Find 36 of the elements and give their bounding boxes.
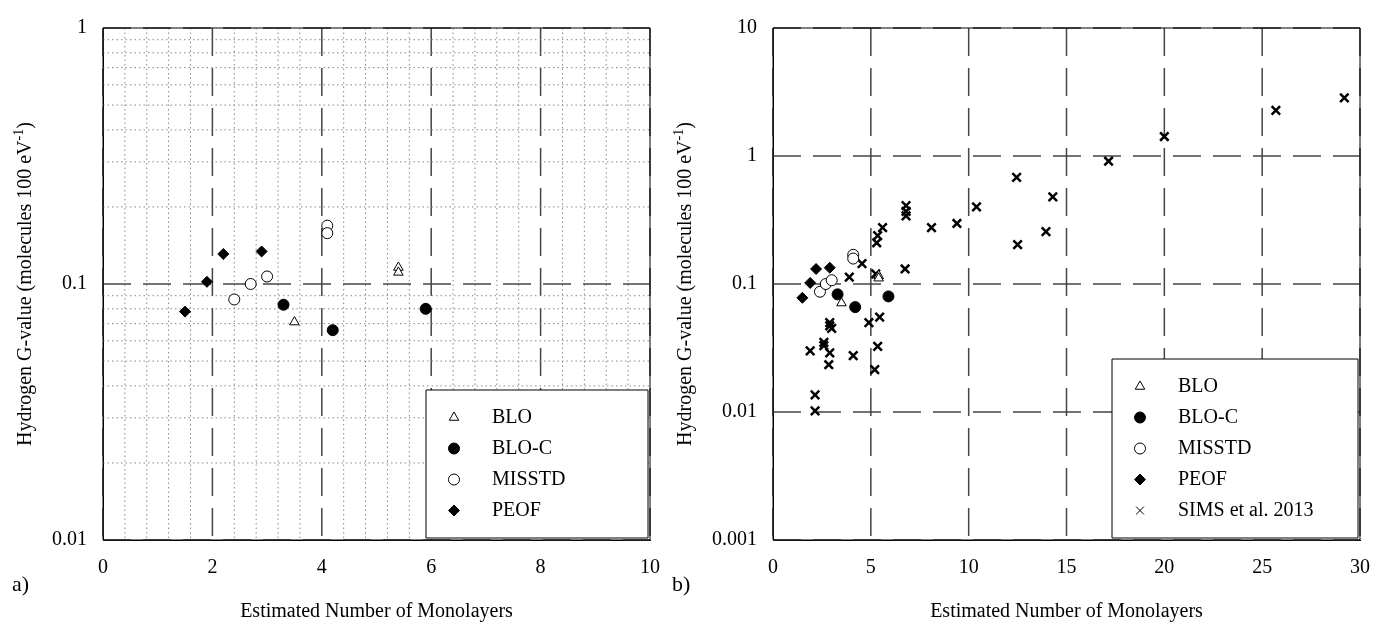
y-tick-label: 0.1 bbox=[732, 271, 757, 294]
x-tick-label: 4 bbox=[316, 555, 327, 578]
legend-label: BLO bbox=[1178, 373, 1218, 396]
legend-label: PEOF bbox=[1178, 466, 1227, 489]
x-tick-label: 0 bbox=[98, 555, 108, 578]
y-tick-label: 0.1 bbox=[62, 271, 87, 294]
legend-label: BLO-C bbox=[492, 435, 552, 458]
x-tick-label: 8 bbox=[535, 555, 546, 578]
y-tick-label: 0.01 bbox=[52, 527, 87, 550]
text: b) bbox=[672, 570, 691, 596]
x-tick-label: 30 bbox=[1350, 555, 1370, 578]
x-tick-label: 5 bbox=[865, 555, 876, 578]
legend-label: BLO bbox=[492, 404, 532, 427]
x-tick-label: 2 bbox=[207, 555, 218, 578]
legend-label: BLO-C bbox=[1178, 404, 1238, 427]
y-tick-label: 1 bbox=[747, 143, 757, 166]
text: a) bbox=[12, 570, 30, 596]
y-tick-label: 0.01 bbox=[722, 399, 757, 422]
x-tick-label: 6 bbox=[426, 555, 437, 578]
x-tick-label: 10 bbox=[640, 555, 660, 578]
y-tick-label: 1 bbox=[77, 15, 87, 38]
x-tick-label: 20 bbox=[1154, 555, 1175, 578]
y-axis-title: Hydrogen G-value (molecules 100 eV-1) bbox=[670, 122, 697, 446]
legend-label: MISSTD bbox=[492, 466, 566, 489]
y-tick-label: 10 bbox=[737, 15, 757, 38]
x-axis-title: Estimated Number of Monolayers bbox=[240, 599, 514, 623]
x-tick-label: 25 bbox=[1252, 555, 1273, 578]
legend-label: SIMS et al. 2013 bbox=[1178, 497, 1314, 520]
legend-label: MISSTD bbox=[1178, 435, 1252, 458]
x-tick-label: 0 bbox=[768, 555, 778, 578]
x-tick-label: 10 bbox=[958, 555, 979, 578]
legend-label: PEOF bbox=[492, 497, 541, 520]
y-axis-title: Hydrogen G-value (molecules 100 eV-1) bbox=[10, 122, 37, 446]
x-tick-label: 15 bbox=[1056, 555, 1077, 578]
y-tick-label: 0.001 bbox=[712, 527, 757, 550]
x-axis-title: Estimated Number of Monolayers bbox=[930, 599, 1204, 623]
